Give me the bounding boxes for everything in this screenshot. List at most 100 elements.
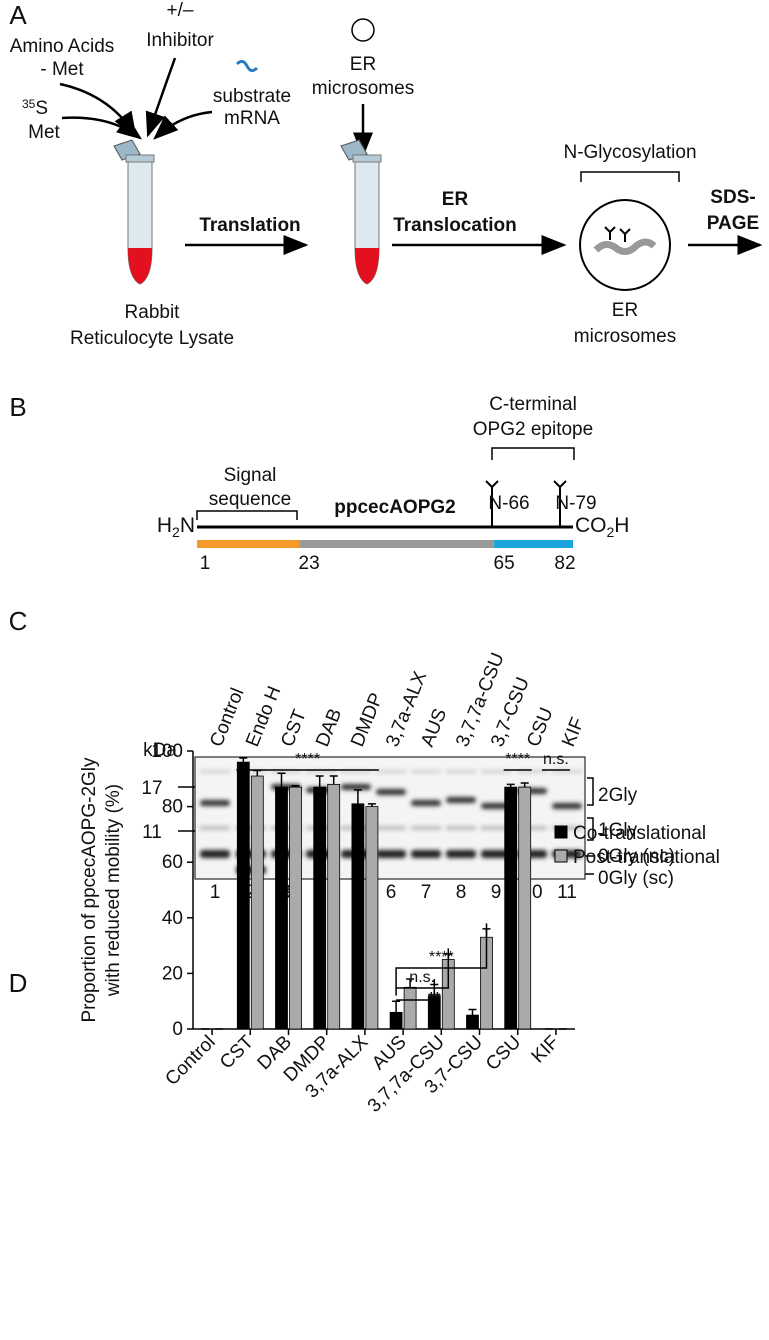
domain-label: C-terminal <box>489 394 577 415</box>
residue-label: 65 <box>494 553 515 574</box>
error-bar <box>506 783 515 788</box>
bar <box>365 806 379 1030</box>
band <box>411 826 441 830</box>
band <box>481 850 511 858</box>
bar <box>313 786 327 1030</box>
lane-number: 8 <box>456 882 467 903</box>
error-bar <box>392 1000 401 1013</box>
bar <box>289 786 302 1030</box>
y-tick-label: 100 <box>151 741 183 762</box>
lane-number: 6 <box>386 882 397 903</box>
panel-label: D <box>9 968 28 998</box>
band <box>446 826 476 830</box>
y-tick-label: 80 <box>162 797 183 818</box>
band <box>552 803 582 809</box>
band <box>200 826 230 830</box>
domain-label: OPG2 epitope <box>473 419 593 440</box>
error-bar <box>277 772 286 788</box>
bar <box>389 1011 403 1030</box>
y-axis-label: Proportion of ppcecAOPG-2Gly <box>79 757 100 1023</box>
band <box>200 800 230 806</box>
lane-label: CSU <box>523 705 558 750</box>
step-label: Translation <box>199 215 300 236</box>
domain-label: sequence <box>209 489 291 510</box>
band <box>271 770 301 773</box>
lane-label: CST <box>277 706 311 749</box>
significance-label: ** <box>428 990 441 1007</box>
significance-label: **** <box>505 751 530 768</box>
lane-label: AUS <box>417 706 451 750</box>
panel-a-shapes <box>59 18 763 291</box>
band <box>376 850 406 858</box>
panel-b-shapes <box>196 447 575 529</box>
band <box>446 797 476 803</box>
segment <box>494 540 573 548</box>
lane-number: 1 <box>210 882 221 903</box>
panel-label: B <box>9 392 26 422</box>
band <box>481 770 511 773</box>
bar <box>466 1014 479 1030</box>
domain-label: Signal <box>224 465 277 486</box>
significance-label: **** <box>295 751 320 768</box>
significance-label: **** <box>429 949 454 966</box>
band <box>481 803 511 809</box>
bar <box>403 986 417 1030</box>
reagent-label: Met <box>28 122 60 143</box>
lane-number: 11 <box>557 882 577 903</box>
gel-markers <box>178 777 594 875</box>
band <box>411 770 441 773</box>
bar <box>518 786 532 1030</box>
residue-label: 82 <box>554 553 575 574</box>
lane-label: KIF <box>558 715 589 750</box>
significance-label: n.s. <box>543 751 569 768</box>
band-label: 1Gly <box>598 820 638 841</box>
lane-number: 9 <box>491 882 502 903</box>
significance-label: n.s. <box>409 969 435 986</box>
error-bar <box>315 775 324 788</box>
y-tick-label: 0 <box>172 1019 183 1040</box>
step-label: PAGE <box>707 213 759 234</box>
x-tick-label: Control <box>161 1032 219 1090</box>
significance-bracket <box>396 978 436 1001</box>
lane-number: 7 <box>421 882 432 903</box>
bar <box>250 775 264 1030</box>
band <box>376 826 406 830</box>
band-label: 0Gly (nc) <box>598 846 675 867</box>
error-bar <box>406 978 415 988</box>
x-tick-label: CSU <box>482 1032 525 1075</box>
band <box>341 770 371 773</box>
lane-label: DMDP <box>347 690 387 750</box>
reagent-label: ER <box>612 300 638 321</box>
band <box>306 770 336 773</box>
residue-label: 23 <box>299 553 320 574</box>
legend-swatch <box>554 849 568 863</box>
band-label: 0Gly (sc) <box>598 868 674 889</box>
band-label: 2Gly <box>598 785 638 806</box>
lane-label: DAB <box>312 706 346 750</box>
isotope-label: 35S <box>22 97 48 119</box>
y-tick-label: 40 <box>162 908 183 929</box>
band <box>411 800 441 806</box>
bar <box>504 786 518 1030</box>
legend-swatch <box>554 825 568 839</box>
panel-label: C <box>9 606 28 636</box>
reagent-label: substrate <box>213 86 291 107</box>
band <box>200 770 230 773</box>
error-bar <box>329 775 338 785</box>
band <box>411 850 441 858</box>
isotope-mass: 35 <box>22 97 36 111</box>
band <box>376 789 406 795</box>
marker-label: 17 <box>141 778 162 799</box>
step-label: SDS- <box>710 187 755 208</box>
segment <box>299 540 495 548</box>
reagent-label: +/– <box>167 0 194 21</box>
x-tick-label: KIF <box>528 1032 564 1068</box>
marker-label: 11 <box>142 822 162 843</box>
step-label: ER <box>442 189 469 210</box>
bar <box>351 803 365 1030</box>
unit-label: kDa <box>143 740 177 761</box>
segment <box>197 540 300 548</box>
reagent-label: - Met <box>40 59 84 80</box>
legend-label: Co-translational <box>573 823 706 844</box>
